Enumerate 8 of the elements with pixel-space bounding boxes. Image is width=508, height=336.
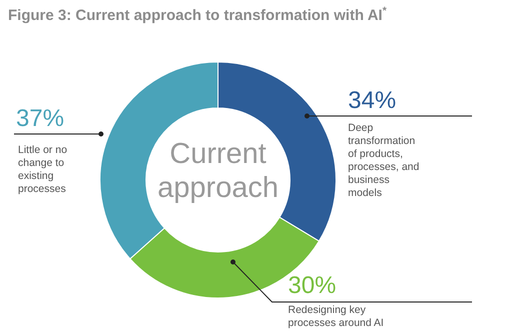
slice-label: Redesigning key processes around AI bbox=[288, 304, 384, 329]
slice-label: Little or no change to existing processes bbox=[18, 144, 68, 195]
slice-label: Deep transformation of products, processes, and business models bbox=[348, 122, 420, 199]
data-label: 34% bbox=[348, 87, 396, 114]
data-label: 30% bbox=[288, 272, 336, 299]
text: Current approach bbox=[158, 138, 278, 204]
data-label: 37% bbox=[16, 105, 64, 132]
chart-title: Figure 3: Current approach to transformation with AI$^{*}$ bbox=[8, 5, 388, 24]
